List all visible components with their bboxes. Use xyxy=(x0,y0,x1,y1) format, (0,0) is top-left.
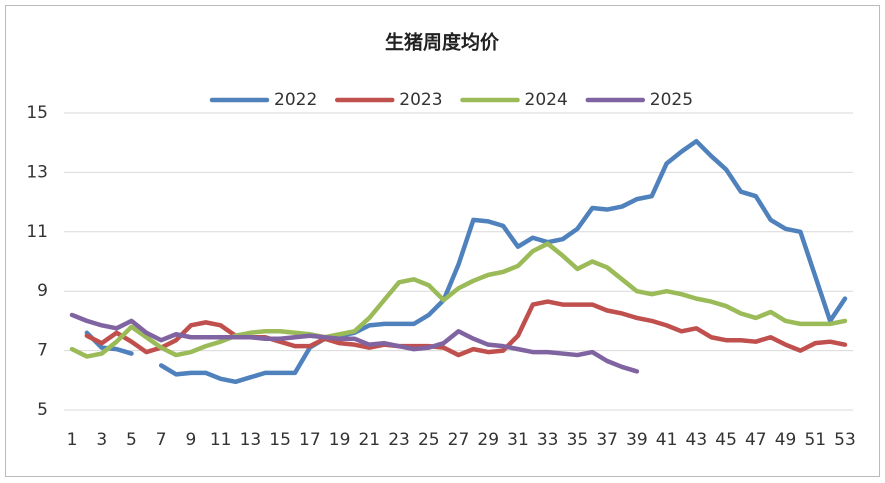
x-tick-label: 21 xyxy=(358,430,380,450)
chart-title: 生猪周度均价 xyxy=(385,31,500,54)
x-tick-label: 15 xyxy=(269,430,291,450)
y-tick-label: 13 xyxy=(26,162,48,182)
x-tick-label: 49 xyxy=(775,430,797,450)
y-tick-label: 7 xyxy=(37,341,48,361)
x-tick-label: 35 xyxy=(567,430,589,450)
legend-label: 2024 xyxy=(525,90,568,110)
x-tick-label: 37 xyxy=(596,430,618,450)
x-tick-label: 11 xyxy=(210,430,232,450)
y-tick-label: 9 xyxy=(37,281,48,301)
x-tick-label: 53 xyxy=(834,430,856,450)
y-tick-label: 11 xyxy=(26,222,48,242)
x-tick-label: 45 xyxy=(715,430,737,450)
x-tick-label: 3 xyxy=(96,430,107,450)
x-tick-label: 31 xyxy=(507,430,529,450)
x-tick-label: 47 xyxy=(745,430,767,450)
chart-border xyxy=(5,5,880,477)
y-tick-label: 15 xyxy=(26,103,48,123)
x-tick-label: 23 xyxy=(388,430,410,450)
x-tick-label: 43 xyxy=(686,430,708,450)
x-tick-label: 1 xyxy=(67,430,78,450)
series-line xyxy=(69,312,640,374)
legend-label: 2025 xyxy=(650,90,693,110)
x-tick-label: 41 xyxy=(656,430,678,450)
x-tick-label: 29 xyxy=(477,430,499,450)
x-tick-label: 13 xyxy=(240,430,262,450)
x-tick-label: 39 xyxy=(626,430,648,450)
x-tick-label: 5 xyxy=(126,430,137,450)
x-tick-label: 27 xyxy=(448,430,470,450)
x-tick-label: 17 xyxy=(299,430,321,450)
x-tick-label: 9 xyxy=(186,430,197,450)
series-line xyxy=(84,299,848,358)
series-line xyxy=(69,241,848,359)
x-tick-label: 25 xyxy=(418,430,440,450)
x-tick-label: 19 xyxy=(329,430,351,450)
x-tick-label: 51 xyxy=(804,430,826,450)
y-tick-label: 5 xyxy=(37,400,48,420)
x-tick-label: 7 xyxy=(156,430,167,450)
legend-label: 2023 xyxy=(399,90,442,110)
x-tick-label: 33 xyxy=(537,430,559,450)
legend-label: 2022 xyxy=(274,90,317,110)
